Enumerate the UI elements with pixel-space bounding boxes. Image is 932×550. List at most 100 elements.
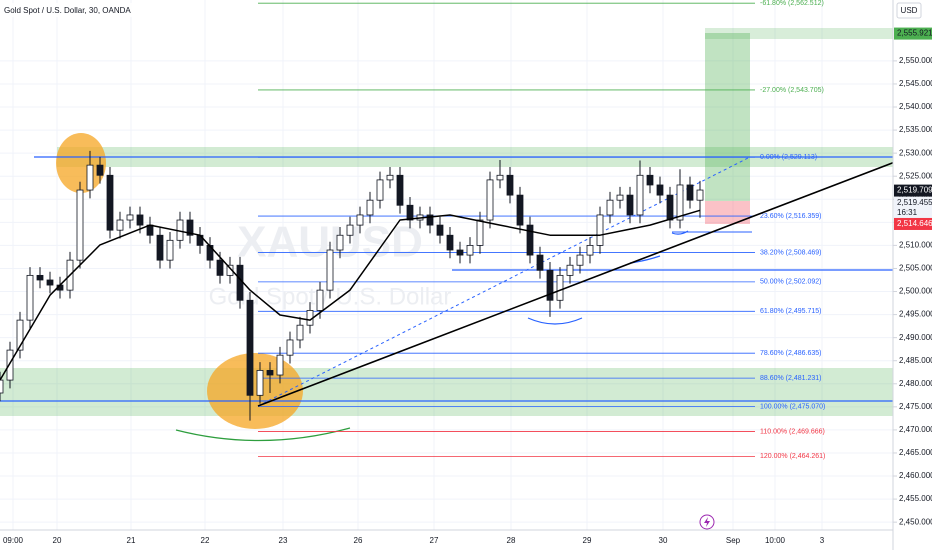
candle-body <box>276 354 284 376</box>
series <box>0 150 704 421</box>
candle-body <box>666 194 674 221</box>
y-tick-label: 2,480.000 <box>899 379 932 388</box>
y-tick-label: 2,485.000 <box>899 356 932 365</box>
candle-body <box>616 194 624 201</box>
y-tick-label: 2,465.000 <box>899 448 932 457</box>
candle-body <box>406 204 414 221</box>
demand-zone <box>0 368 893 416</box>
candle-body <box>236 264 244 301</box>
y-tick-label: 2,505.000 <box>899 264 932 273</box>
price-tag-label: 2,514.646 <box>897 219 932 228</box>
x-tick-label: 30 <box>659 536 668 545</box>
price-tag <box>894 184 932 197</box>
target-strip <box>705 28 893 39</box>
candle-body <box>126 214 134 221</box>
y-tick-label: 2,510.000 <box>899 241 932 250</box>
price-tag <box>894 27 932 40</box>
candle-body <box>556 274 564 301</box>
candle-body <box>526 224 534 256</box>
candle-body <box>86 164 94 191</box>
event-bolt <box>704 517 710 527</box>
y-tick-label: 2,475.000 <box>899 402 932 411</box>
trendline <box>257 161 893 407</box>
axes: 2,450.000 2,455.000 2,460.000 2,465.000 2,47… <box>3 27 932 545</box>
candle-body <box>476 219 484 246</box>
y-tick-label: 2,535.000 <box>899 125 932 134</box>
moving-average <box>0 209 701 381</box>
fib-label: 88.60% (2,481.231) <box>760 375 822 382</box>
x-tick-label: 29 <box>583 536 592 545</box>
candle-body <box>496 174 504 181</box>
price-tag <box>894 217 932 230</box>
y-tick-label: 2,525.000 <box>899 171 932 180</box>
candle-body <box>626 194 634 216</box>
candle-body <box>96 164 104 176</box>
candle-body <box>226 264 234 276</box>
candle-body <box>286 339 294 356</box>
y-tick-label: 2,455.000 <box>899 494 932 503</box>
x-tick-label: 26 <box>354 536 363 545</box>
candle-body <box>696 189 704 201</box>
y-tick-label: 2,495.000 <box>899 310 932 319</box>
candle-body <box>466 244 474 256</box>
price-tag <box>894 196 932 219</box>
fib-label: 110.00% (2,469.666) <box>760 428 825 435</box>
candle-body <box>456 249 464 256</box>
candle-body <box>426 214 434 226</box>
highlight-ellipse <box>207 353 303 429</box>
candle-body <box>0 379 4 394</box>
y-tick-label: 2,530.000 <box>899 148 932 157</box>
candle-body <box>446 234 454 251</box>
candle-body <box>546 269 554 301</box>
fib-label: 50.00% (2,502.092) <box>760 279 822 286</box>
candle-body <box>106 174 114 231</box>
candle-body <box>326 249 334 291</box>
candle-body <box>606 199 614 216</box>
candle-body <box>646 174 654 186</box>
highlight-ellipse <box>56 133 106 193</box>
x-tick-label: 3 <box>820 536 825 545</box>
candle-body <box>386 174 394 181</box>
x-tick-label: 23 <box>279 536 288 545</box>
candle-body <box>336 234 344 251</box>
candle-body <box>566 264 574 276</box>
candle-body <box>156 234 164 261</box>
candle-body <box>536 254 544 271</box>
fib-label: 100.00% (2,475.070) <box>760 403 825 410</box>
price-tag-label: 2,555.921 <box>897 29 932 38</box>
candle-body <box>36 274 44 281</box>
candle-body <box>596 214 604 246</box>
x-tick-label: 20 <box>53 536 62 545</box>
candle-body <box>256 370 264 396</box>
candle-body <box>396 174 404 206</box>
x-tick-label: 10:00 <box>765 536 786 545</box>
x-tick-label: 27 <box>430 536 439 545</box>
title-bg <box>0 3 150 17</box>
candle-body <box>586 244 594 256</box>
y-tick-label: 2,450.000 <box>899 517 932 526</box>
candle-body <box>576 254 584 266</box>
y-tick-label: 2,550.000 <box>899 56 932 65</box>
fib-label: 78.60% (2,486.635) <box>760 350 822 357</box>
x-tick-label: Sep <box>726 536 741 545</box>
y-tick-label: 2,460.000 <box>899 471 932 480</box>
fib-label: 120.00% (2,464.261) <box>760 453 825 460</box>
price-tag-label: 2,519.455 <box>897 198 932 207</box>
long-position-profit <box>705 33 750 201</box>
candle-body <box>266 370 274 376</box>
candle-body <box>316 289 324 311</box>
y-tick-label: 2,490.000 <box>899 333 932 342</box>
candle-body <box>516 194 524 226</box>
candle-body <box>356 214 364 226</box>
candle-body <box>246 299 254 396</box>
candle-body <box>136 214 144 226</box>
price-tag-countdown: 16:31 <box>897 208 918 217</box>
curve <box>527 317 583 325</box>
x-tick-label: 21 <box>127 536 136 545</box>
currency-box[interactable] <box>896 2 922 19</box>
overlays <box>257 161 893 530</box>
candle-body <box>376 179 384 201</box>
candle-body <box>26 274 34 321</box>
fib-trend <box>257 156 751 407</box>
